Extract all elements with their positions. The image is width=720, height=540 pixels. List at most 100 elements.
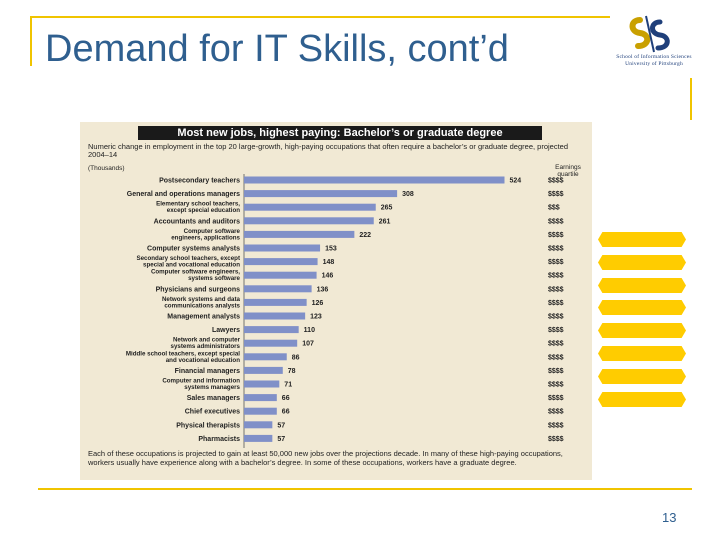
category-label: General and operations managers <box>127 191 240 198</box>
value-label: 153 <box>325 246 337 253</box>
earnings-quartile-label: $$$$ <box>548 273 564 280</box>
value-label: 57 <box>277 422 285 429</box>
earnings-quartile-label: $$$ <box>548 205 560 212</box>
value-label: 57 <box>277 436 285 443</box>
value-label: 71 <box>284 382 292 389</box>
category-label: Sales managers <box>187 395 240 402</box>
category-label: special and vocational education <box>143 262 240 269</box>
side-tab <box>598 369 686 384</box>
category-label: Network and computer <box>173 337 241 344</box>
value-label: 66 <box>282 409 290 416</box>
bar <box>244 339 298 347</box>
bar <box>244 380 280 388</box>
side-tab <box>598 300 686 315</box>
earnings-quartile-label: $$$$ <box>548 232 564 239</box>
bar <box>244 217 374 225</box>
earnings-quartile-label: $$$$ <box>548 341 564 348</box>
value-label: 78 <box>288 368 296 375</box>
side-tab <box>598 323 686 338</box>
value-label: 524 <box>510 178 522 185</box>
bar <box>244 176 505 184</box>
earnings-quartile-label: $$$$ <box>548 218 564 225</box>
category-label: Network systems and data <box>162 296 241 303</box>
value-label: 136 <box>317 286 329 293</box>
quartile-header-line-1: Earnings <box>555 164 581 171</box>
earnings-quartile-label: $$$$ <box>548 395 564 402</box>
chart-panel: Most new jobs, highest paying: Bachelor’… <box>80 122 592 480</box>
category-label: Secondary school teachers, except <box>136 255 240 262</box>
frame-right-line <box>690 78 692 120</box>
bar <box>244 298 307 306</box>
category-label: Computer and information <box>162 378 240 385</box>
earnings-quartile-label: $$$$ <box>548 382 564 389</box>
category-label: Financial managers <box>175 368 240 375</box>
value-label: 107 <box>302 341 314 348</box>
category-label: systems software <box>188 275 240 282</box>
category-label: Computer software engineers, <box>151 269 240 276</box>
chart-title: Most new jobs, highest paying: Bachelor’… <box>138 126 542 140</box>
earnings-quartile-label: $$$$ <box>548 368 564 375</box>
bar <box>244 258 318 266</box>
category-label: Accountants and auditors <box>154 218 240 225</box>
bar <box>244 285 312 293</box>
logo-line-university: University of Pittsburgh <box>625 61 683 67</box>
earnings-quartile-label: $$$$ <box>548 436 564 443</box>
category-label: Computer systems analysts <box>147 246 240 253</box>
quartile-header: Earnings quartile <box>548 164 588 178</box>
category-label: Physical therapists <box>176 422 240 429</box>
earnings-quartile-label: $$$$ <box>548 178 564 185</box>
earnings-quartile-label: $$$$ <box>548 259 564 266</box>
value-label: 66 <box>282 395 290 402</box>
category-label: Lawyers <box>212 327 240 334</box>
frame-top-line <box>30 16 610 18</box>
earnings-quartile-label: $$$$ <box>548 246 564 253</box>
page-number: 13 <box>662 510 677 525</box>
category-label: Management analysts <box>167 314 240 321</box>
category-label: Computer software <box>184 228 241 235</box>
bar <box>244 271 317 279</box>
quartile-header-line-2: quartile <box>557 171 579 178</box>
category-label: and vocational education <box>166 357 240 364</box>
bar <box>244 326 299 334</box>
side-tab <box>598 392 686 407</box>
category-label: engineers, applications <box>171 234 240 241</box>
category-label: Physicians and surgeons <box>156 286 241 293</box>
side-tab <box>598 255 686 270</box>
slide-title: Demand for IT Skills, cont’d <box>45 28 509 70</box>
bar <box>244 353 287 361</box>
value-label: 261 <box>379 218 391 225</box>
earnings-quartile-label: $$$$ <box>548 409 564 416</box>
category-label: systems managers <box>184 384 240 391</box>
value-label: 146 <box>322 273 334 280</box>
side-tab <box>598 232 686 247</box>
bar <box>244 203 376 211</box>
earnings-quartile-label: $$$$ <box>548 422 564 429</box>
bar <box>244 434 273 442</box>
earnings-quartile-label: $$$$ <box>548 286 564 293</box>
category-label: Pharmacists <box>198 436 240 443</box>
value-label: 222 <box>359 232 371 239</box>
value-label: 126 <box>312 300 324 307</box>
earnings-quartile-label: $$$$ <box>548 327 564 334</box>
side-tab <box>598 346 686 361</box>
category-label: Middle school teachers, except special <box>126 350 240 357</box>
category-label: Chief executives <box>185 409 240 416</box>
bar <box>244 394 277 402</box>
bar-chart-plot: Postsecondary teachers 524 $$$$ General and… <box>126 174 564 448</box>
sis-logo-icon <box>629 15 670 53</box>
logo-text: School of Information Sciences Universit… <box>612 54 696 68</box>
chart-subtitle: Numeric change in employment in the top … <box>88 142 569 159</box>
value-label: 265 <box>381 205 393 212</box>
earnings-quartile-label: $$$$ <box>548 191 564 198</box>
value-label: 148 <box>323 259 335 266</box>
category-label: communications analysts <box>164 302 240 309</box>
value-label: 308 <box>402 191 414 198</box>
bar <box>244 244 321 252</box>
category-label: systems administrators <box>171 343 241 350</box>
category-label: except special education <box>167 207 240 214</box>
side-tab <box>598 278 686 293</box>
chart-units: (Thousands) <box>88 165 125 172</box>
earnings-quartile-label: $$$$ <box>548 354 564 361</box>
earnings-quartile-label: $$$$ <box>548 314 564 321</box>
frame-bottom-line <box>38 488 692 490</box>
